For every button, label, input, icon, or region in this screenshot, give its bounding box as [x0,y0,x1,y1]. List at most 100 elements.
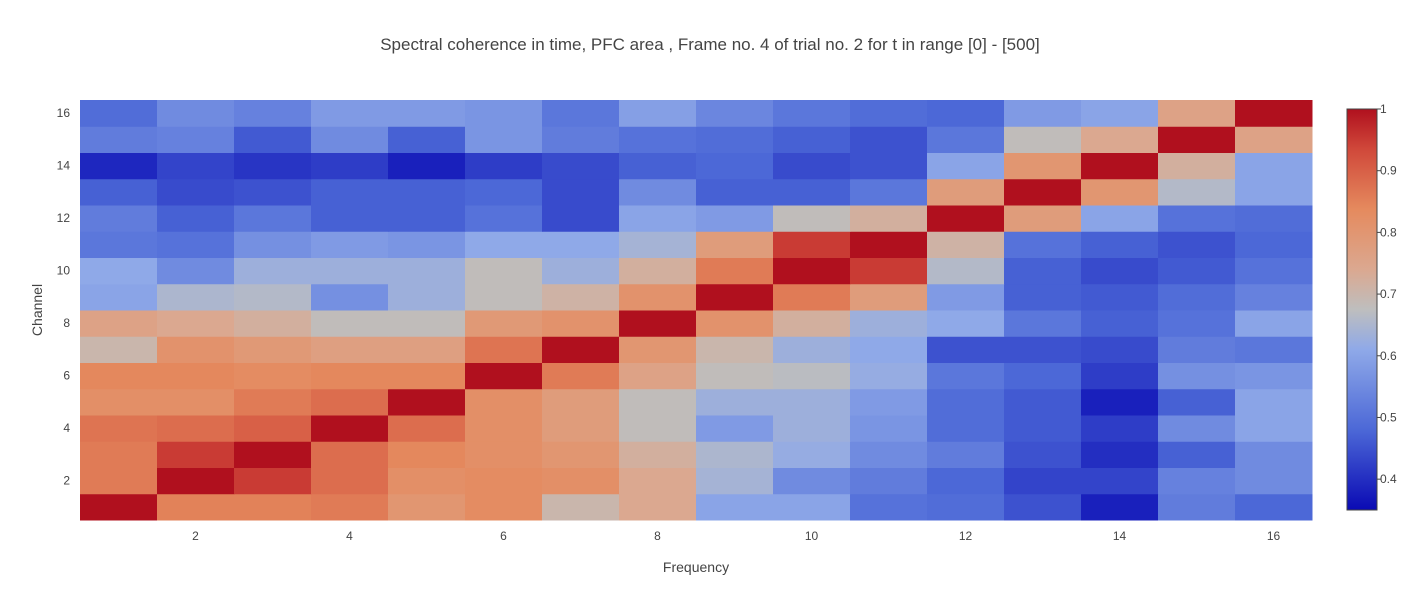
heatmap-cell [773,205,851,232]
heatmap-cell [773,310,851,337]
heatmap-cell [311,441,389,468]
y-tick-label: 16 [57,106,71,120]
heatmap-cell [1235,178,1313,206]
heatmap-cell [1158,283,1236,311]
heatmap-cell [1004,100,1082,127]
heatmap-cell [234,336,312,363]
heatmap-cell [80,362,158,390]
heatmap-cell [157,310,235,337]
heatmap-cell [1081,388,1159,416]
heatmap-cell [311,178,389,206]
heatmap-cell [388,415,466,442]
heatmap-cell [1004,152,1082,180]
heatmap-cell [1004,441,1082,468]
heatmap-cell [80,257,158,285]
heatmap-cell [542,336,620,363]
x-tick-label: 10 [805,529,819,543]
heatmap-cell [234,205,312,232]
heatmap-cell [311,257,389,285]
heatmap-cell [234,152,312,180]
heatmap-cell [1004,178,1082,206]
heatmap-cell [696,467,774,495]
heatmap-cell [311,388,389,416]
heatmap-cell [157,493,235,521]
heatmap-cell [465,388,543,416]
heatmap-cell [773,388,851,416]
y-tick-label: 2 [63,474,70,488]
heatmap-cell [542,283,620,311]
y-tick-label: 8 [63,316,70,330]
heatmap-cell [311,310,389,337]
heatmap-cell [465,441,543,468]
heatmap-cell [927,257,1005,285]
heatmap-cell [542,310,620,337]
colorbar-tick-label: 0.8 [1380,225,1397,239]
heatmap-cell [234,178,312,206]
heatmap-cell [542,257,620,285]
heatmap-cell [157,283,235,311]
heatmap-cell [80,178,158,206]
heatmap-cell [1235,467,1313,495]
heatmap-cell [927,441,1005,468]
heatmap-cell [311,493,389,521]
heatmap-cell [388,100,466,127]
heatmap-cell [696,388,774,416]
x-tick-label: 4 [346,529,353,543]
heatmap-cell [234,415,312,442]
heatmap-cell [157,152,235,180]
heatmap-cell [80,310,158,337]
colorbar [1346,108,1378,511]
heatmap-cell [619,126,697,153]
heatmap-cell [388,152,466,180]
heatmap-cell [388,283,466,311]
heatmap-cell [1081,362,1159,390]
x-axis-ticks: 2 4 6 8 10 12 14 16 [192,529,1280,543]
heatmap-cell [850,152,928,180]
heatmap-cell [80,283,158,311]
chart-title: Spectral coherence in time, PFC area , F… [380,35,1040,54]
heatmap-cell [234,126,312,153]
heatmap-cell [388,257,466,285]
heatmap-cell [234,493,312,521]
heatmap-cell [619,493,697,521]
heatmap-cell [1158,388,1236,416]
y-tick-label: 4 [63,421,70,435]
heatmap-cell [388,493,466,521]
heatmap-cell [927,231,1005,258]
heatmap-cell [1158,205,1236,232]
heatmap-cell [388,388,466,416]
heatmap-cell [1158,493,1236,521]
heatmap-cell [388,126,466,153]
heatmap-cell [465,467,543,495]
heatmap-cell [927,126,1005,153]
heatmap-cell [850,336,928,363]
heatmap-cell [157,388,235,416]
heatmap-cell [619,336,697,363]
heatmap-cell [465,152,543,180]
colorbar-tick-label: 0.4 [1380,472,1397,486]
heatmap-cell [465,415,543,442]
heatmap-cell [1235,283,1313,311]
heatmap-cell [311,336,389,363]
heatmap-cell [465,493,543,521]
heatmap-cell [696,178,774,206]
y-axis-title: Channel [29,284,45,336]
heatmap-cell [1004,205,1082,232]
heatmap-cell [1235,257,1313,285]
heatmap-cell [234,362,312,390]
heatmap-cell [542,362,620,390]
heatmap-cell [927,310,1005,337]
heatmap-cell [1004,388,1082,416]
heatmap-cell [80,336,158,363]
heatmap-cell [1081,493,1159,521]
heatmap-cell [542,388,620,416]
heatmap-cell [542,231,620,258]
heatmap-cell [773,441,851,468]
heatmap-cell [234,231,312,258]
heatmap-cell [850,415,928,442]
heatmap-cell [1158,257,1236,285]
heatmap-cell [927,493,1005,521]
heatmap-cell [234,310,312,337]
heatmap-cell [696,100,774,127]
heatmap-cell [157,415,235,442]
